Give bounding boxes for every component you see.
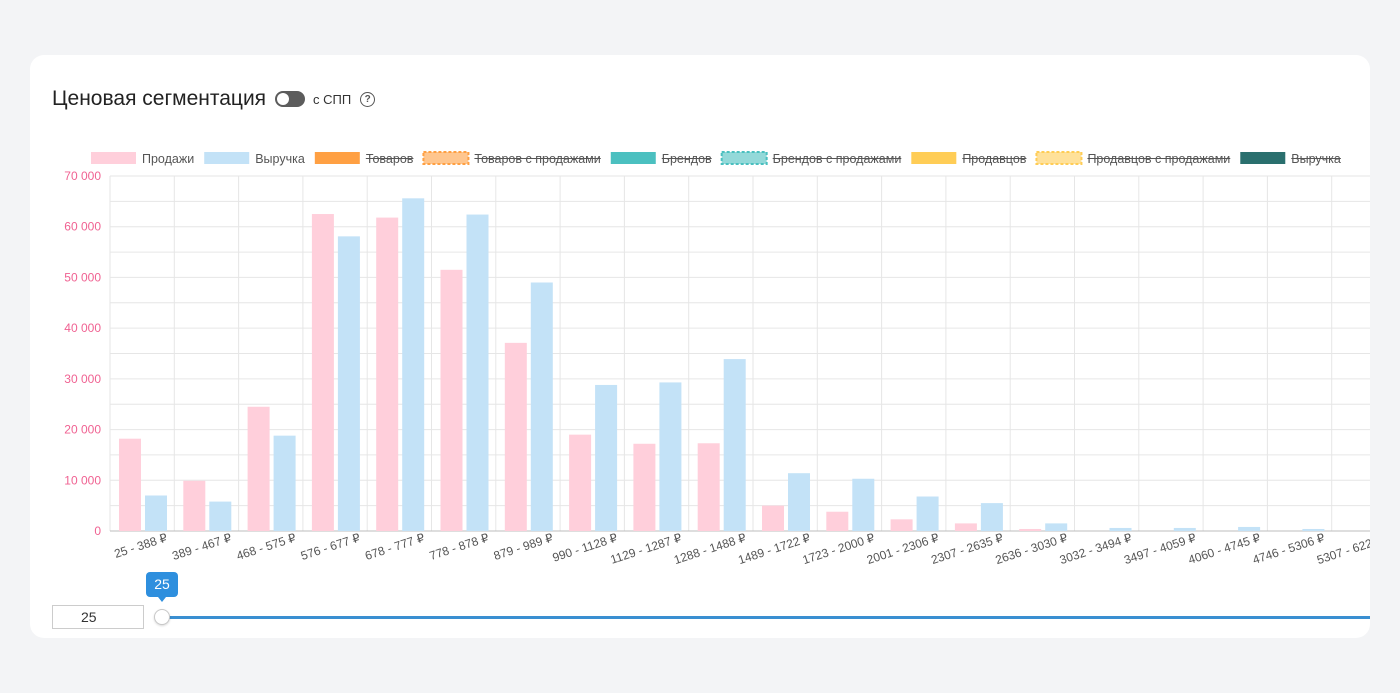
legend-swatch: [91, 152, 136, 164]
legend-swatch: [204, 152, 250, 164]
price-range-track[interactable]: [162, 616, 1370, 619]
legend-swatch: [1240, 152, 1286, 164]
revenue-bar: [595, 384, 618, 531]
revenue-bar: [273, 435, 296, 531]
y-tick-label: 60 000: [64, 220, 101, 234]
slider-value-tooltip: 25: [146, 572, 178, 602]
y-tick-label: 40 000: [64, 321, 101, 335]
sales-bar: [247, 406, 270, 531]
price-range-thumb[interactable]: [154, 609, 170, 625]
y-tick-label: 10 000: [64, 473, 101, 487]
x-tick-label: 468 - 575 ₽: [235, 530, 298, 562]
y-tick-label: 30 000: [64, 372, 101, 386]
x-tick-label: 1288 - 1488 ₽: [672, 530, 748, 567]
revenue-bar: [402, 198, 425, 532]
revenue-bar: [145, 495, 167, 531]
revenue-bar: [723, 359, 746, 531]
sales-bar: [376, 217, 399, 532]
x-tick-label: 879 - 989 ₽: [492, 530, 555, 562]
revenue-bar: [852, 478, 875, 531]
revenue-bar: [466, 214, 489, 532]
sales-bar: [762, 505, 784, 531]
x-tick-label: 2307 - 2635 ₽: [929, 530, 1005, 567]
x-tick-label: 2001 - 2306 ₽: [865, 530, 941, 567]
sales-bar: [1019, 528, 1042, 531]
revenue-bar: [1173, 527, 1196, 531]
legend-swatch: [314, 152, 360, 164]
revenue-bar: [1302, 528, 1325, 531]
spp-toggle-label: с СПП: [313, 91, 352, 107]
sales-bar: [633, 443, 656, 531]
legend-swatch: [720, 151, 768, 165]
legend-label: Выручка: [255, 152, 305, 166]
x-tick-label: 990 - 1128 ₽: [551, 530, 620, 564]
revenue-bar: [1238, 526, 1261, 531]
sales-bar: [890, 519, 913, 531]
x-tick-label: 3032 - 3494 ₽: [1058, 530, 1134, 567]
revenue-bar: [788, 473, 810, 531]
legend-swatch: [610, 152, 656, 164]
sales-bar: [569, 434, 592, 531]
sales-bar: [504, 342, 527, 531]
price-segmentation-chart: 0 10 000 20 000 30 000 40 000 50 000 60 000 70 …: [64, 151, 1370, 567]
x-tick-label: 2636 - 3030 ₽: [994, 530, 1070, 567]
card-header: Ценовая сегментация с СПП ?: [52, 87, 376, 111]
revenue-bar: [916, 496, 939, 531]
sales-bar: [119, 438, 141, 531]
revenue-bar: [1109, 527, 1132, 531]
x-tick-label: 3497 - 4059 ₽: [1122, 530, 1198, 567]
min-price-input[interactable]: 25: [52, 605, 144, 629]
sales-bar: [697, 443, 720, 531]
x-tick-label: 1489 - 1722 ₽: [736, 530, 812, 567]
y-tick-label: 20 000: [64, 423, 101, 437]
page-title: Ценовая сегментация: [52, 87, 267, 110]
x-tick-label: 389 - 467 ₽: [170, 530, 233, 562]
x-tick-label: 1129 - 1287 ₽: [609, 530, 684, 566]
revenue-bar: [209, 501, 232, 531]
x-tick-label: 4060 - 4745 ₽: [1186, 530, 1262, 567]
sales-bar: [954, 523, 977, 531]
y-tick-label: 50 000: [64, 270, 101, 284]
spp-toggle[interactable]: [275, 91, 306, 107]
revenue-bar: [337, 236, 360, 531]
x-tick-label: 4746 - 5306 ₽: [1251, 530, 1327, 567]
legend-swatch: [911, 152, 957, 164]
legend-swatch: [422, 151, 470, 165]
price-segmentation-card: Ценовая сегментация с СПП ? 0 10 000 20 00…: [30, 55, 1370, 638]
sales-bar: [183, 480, 206, 531]
sales-bar: [311, 214, 334, 532]
y-tick-label: 70 000: [64, 169, 101, 183]
sales-bar: [826, 511, 849, 531]
x-tick-label: 576 - 677 ₽: [299, 530, 362, 562]
help-icon[interactable]: ?: [360, 91, 376, 107]
x-tick-label: 1723 - 2000 ₽: [801, 530, 877, 567]
x-tick-label: 778 - 878 ₽: [428, 530, 491, 562]
revenue-bar: [980, 503, 1003, 531]
sales-bar: [440, 269, 463, 531]
x-tick-label: 678 - 777 ₽: [363, 530, 426, 562]
legend-label: Продажи: [142, 152, 194, 166]
x-tick-label: 25 - 388 ₽: [112, 530, 169, 560]
y-tick-label: 0: [94, 524, 101, 538]
revenue-bar: [659, 382, 682, 531]
revenue-bar: [1045, 523, 1068, 531]
revenue-bar: [530, 282, 553, 531]
legend-swatch: [1035, 151, 1083, 165]
